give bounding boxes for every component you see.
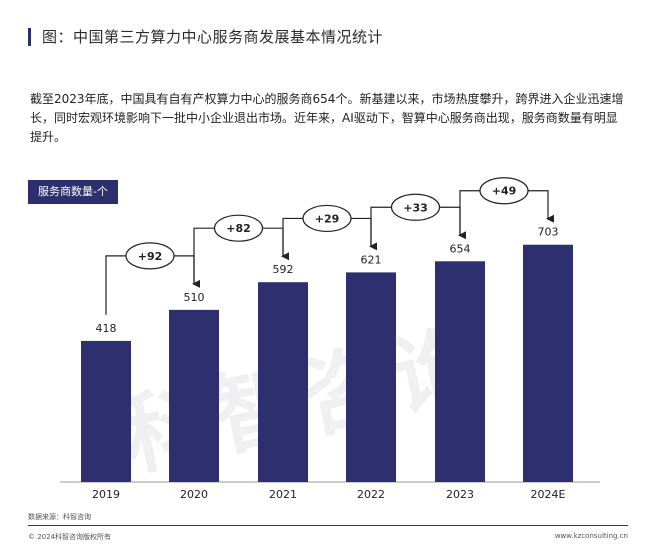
x-tick-2021: 2021: [269, 488, 297, 501]
x-tick-2020: 2020: [180, 488, 208, 501]
value-label-2019: 418: [96, 322, 117, 335]
increment-label: +49: [492, 185, 517, 198]
value-label-2020: 510: [184, 291, 205, 304]
increment-label: +33: [403, 201, 428, 214]
description-text: 截至2023年底，中国具有自有产权算力中心的服务商654个。新基建以来，市场热度…: [30, 92, 624, 144]
increment-bubble: [125, 242, 175, 270]
bar-2020: [169, 309, 219, 482]
x-tick-2019: 2019: [92, 488, 120, 501]
unit-label: 服务商数量-个: [28, 180, 118, 204]
increment-label: +92: [138, 250, 163, 263]
x-tick-2024E: 2024E: [531, 488, 566, 501]
source-note: 数据来源：科智咨询: [28, 513, 91, 521]
increment-bubble: [213, 214, 264, 242]
website-link[interactable]: www.kzconsulting.cn: [554, 532, 628, 540]
x-tick-2023: 2023: [446, 488, 474, 501]
bar-2019: [81, 340, 131, 482]
value-label-2023: 654: [450, 242, 471, 255]
bar-2022: [346, 272, 396, 482]
page-title: 图：中国第三方算力中心服务商发展基本情况统计: [42, 28, 384, 46]
bar-2024E: [523, 244, 573, 482]
increment-bubble: [302, 204, 352, 233]
x-tick-2022: 2022: [357, 488, 385, 501]
increment-label: +82: [226, 222, 251, 235]
title-accent-bar: [28, 28, 31, 46]
value-label-2024E: 703: [538, 226, 559, 239]
bar-2021: [258, 282, 308, 482]
bar-2023: [435, 261, 485, 482]
copyright-note: © 2024科智咨询版权所有: [28, 533, 112, 541]
footer-divider: [28, 525, 628, 526]
value-label-2022: 621: [361, 253, 382, 266]
increment-bubble: [479, 177, 529, 205]
increment-bubble: [390, 193, 441, 221]
value-label-2021: 592: [273, 263, 294, 276]
increment-label: +29: [315, 212, 340, 225]
